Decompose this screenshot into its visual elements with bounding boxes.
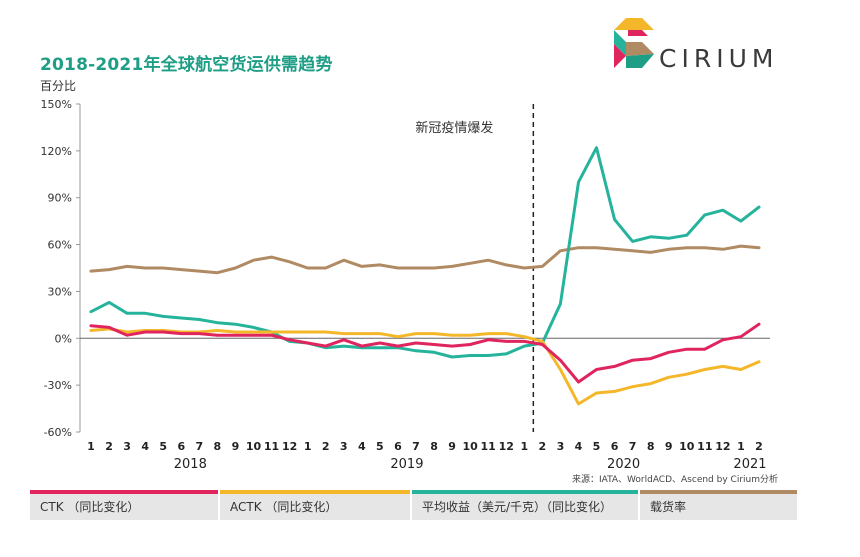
y-tick-label: 0%: [55, 332, 72, 345]
series-line: [89, 327, 761, 406]
x-tick-label: 3: [340, 440, 348, 453]
y-tick-label: 150%: [41, 98, 72, 111]
x-tick-label: 2: [322, 440, 330, 453]
legend-item-yield: 平均收益（美元/千克）（同比变化）: [412, 490, 638, 520]
chart-title: 2018-2021年全球航空货运供需趋势: [40, 55, 333, 75]
x-tick-label: 3: [557, 440, 565, 453]
x-tick-label: 7: [629, 440, 637, 453]
legend-label: 载货率: [650, 500, 687, 514]
x-tick-label: 12: [282, 440, 297, 453]
x-tick-label: 8: [430, 440, 438, 453]
x-tick-label: 8: [214, 440, 222, 453]
x-tick-label: 5: [159, 440, 167, 453]
x-tick-label: 5: [376, 440, 384, 453]
x-tick-label: 6: [177, 440, 185, 453]
y-tick-label: -60%: [44, 426, 72, 439]
x-tick-label: 10: [246, 440, 262, 453]
x-tick-label: 1: [520, 440, 528, 453]
legend-item-load-factor: 载货率: [640, 490, 797, 520]
y-tick-label: 120%: [41, 145, 72, 158]
legend-label: CTK （同比变化）: [40, 500, 140, 514]
year-label: 2018: [174, 457, 207, 472]
x-tick-label: 9: [232, 440, 240, 453]
x-tick-label: 7: [195, 440, 203, 453]
legend-label: ACTK （同比变化）: [230, 500, 338, 514]
x-tick-label: 7: [412, 440, 420, 453]
cirium-logo-icon: [614, 18, 654, 68]
year-label: 2019: [390, 457, 423, 472]
x-tick-label: 9: [448, 440, 456, 453]
x-tick-label: 3: [123, 440, 131, 453]
year-label: 2020: [607, 457, 640, 472]
x-tick-label: 6: [394, 440, 402, 453]
y-tick-label: 90%: [48, 192, 72, 205]
x-tick-label: 9: [665, 440, 673, 453]
legend-swatch: [640, 490, 797, 494]
x-tick-label: 11: [697, 440, 712, 453]
x-tick-label: 2: [105, 440, 113, 453]
x-tick-label: 1: [737, 440, 745, 453]
x-tick-label: 4: [141, 440, 149, 453]
x-tick-label: 5: [593, 440, 601, 453]
x-tick-label: 1: [304, 440, 312, 453]
legend-item-actk: ACTK （同比变化）: [220, 490, 410, 520]
y-tick-label: 30%: [48, 285, 72, 298]
x-tick-label: 10: [462, 440, 478, 453]
source-note: 来源：IATA、WorldACD、Ascend by Cirium分析: [572, 473, 778, 485]
series-line: [89, 146, 761, 359]
legend-swatch: [30, 490, 218, 494]
y-tick-label: -30%: [44, 379, 72, 392]
x-tick-label: 2: [755, 440, 763, 453]
series-line: [89, 322, 761, 384]
y-tick-label: 60%: [48, 239, 72, 252]
x-tick-label: 4: [575, 440, 583, 453]
legend-swatch: [220, 490, 410, 494]
x-tick-label: 12: [715, 440, 730, 453]
legend-item-ctk: CTK （同比变化）: [30, 490, 218, 520]
x-tick-label: 4: [358, 440, 366, 453]
x-tick-label: 11: [264, 440, 279, 453]
year-label: 2021: [733, 457, 766, 472]
legend-label: 平均收益（美元/千克）（同比变化）: [422, 500, 613, 514]
x-tick-label: 10: [679, 440, 695, 453]
y-axis-label: 百分比: [40, 79, 76, 93]
brand-name: CIRIUM: [659, 44, 779, 73]
event-label: 新冠疫情爆发: [415, 120, 493, 136]
x-tick-label: 11: [481, 440, 496, 453]
x-tick-label: 2: [539, 440, 547, 453]
series-line: [89, 244, 761, 275]
legend-swatch: [412, 490, 638, 494]
x-tick-label: 1: [87, 440, 95, 453]
x-tick-label: 8: [647, 440, 655, 453]
x-tick-label: 6: [611, 440, 619, 453]
x-tick-label: 12: [499, 440, 514, 453]
